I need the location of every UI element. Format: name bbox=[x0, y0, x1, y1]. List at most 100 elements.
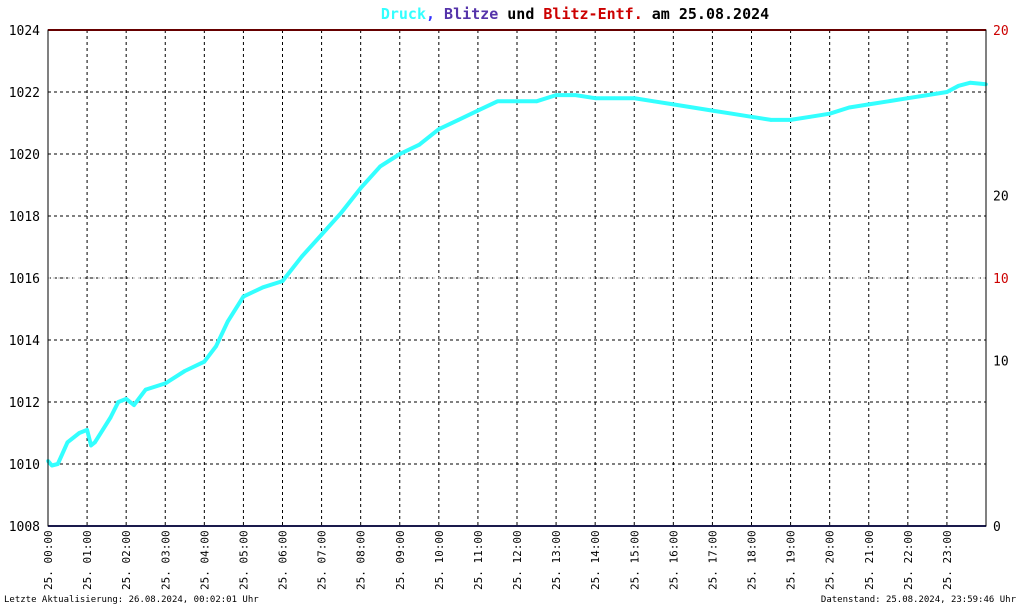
druck-point bbox=[378, 164, 383, 169]
footer-left: Letzte Aktualisierung: 26.08.2024, 00:02… bbox=[4, 595, 259, 605]
x-tick-label: 25. 05:00 bbox=[237, 530, 250, 590]
druck-point bbox=[143, 387, 148, 392]
x-tick-label: 25. 10:00 bbox=[433, 530, 446, 590]
x-tick-label: 25. 14:00 bbox=[589, 530, 602, 590]
druck-point bbox=[225, 319, 230, 324]
x-tick-label: 25. 06:00 bbox=[277, 530, 290, 590]
druck-point bbox=[612, 96, 617, 100]
y-tick-label: 1024 bbox=[9, 24, 40, 39]
x-tick-label: 25. 02:00 bbox=[120, 530, 133, 590]
druck-point bbox=[495, 99, 500, 104]
title-part-1: , bbox=[426, 5, 435, 23]
druck-point bbox=[108, 415, 113, 420]
x-tick-label: 25. 19:00 bbox=[785, 530, 798, 590]
druck-point bbox=[573, 93, 578, 97]
y-tick-label: 1022 bbox=[9, 86, 40, 101]
druck-point bbox=[593, 96, 597, 100]
x-tick-label: 25. 03:00 bbox=[159, 530, 172, 590]
footer-right: Datenstand: 25.08.2024, 23:59:46 Uhr bbox=[821, 595, 1017, 605]
y-tick-label: 1020 bbox=[9, 148, 40, 163]
x-tick-label: 25. 07:00 bbox=[316, 530, 329, 590]
druck-point bbox=[886, 99, 891, 104]
druck-point bbox=[710, 108, 715, 113]
druck-point bbox=[632, 96, 637, 100]
druck-point bbox=[319, 232, 324, 237]
druck-point bbox=[116, 400, 121, 404]
plot-frame bbox=[47, 29, 987, 527]
druck-point bbox=[945, 90, 949, 94]
title-part-4: Blitz-Entf. bbox=[543, 5, 642, 23]
y-tick-label: 1010 bbox=[9, 458, 40, 473]
x-tick-label: 25. 11:00 bbox=[472, 530, 485, 590]
x-tick-label: 25. 15:00 bbox=[628, 530, 641, 590]
druck-point bbox=[788, 118, 793, 122]
y-tick-label: 1012 bbox=[9, 396, 40, 411]
druck-point bbox=[906, 96, 910, 100]
druck-point bbox=[124, 397, 128, 401]
y-axis-left: 1008 1010 1012 1014 1016 1018 1020 1022 1024 bbox=[9, 24, 40, 535]
y-right-tick-label: 20 bbox=[993, 189, 1009, 204]
druck-point bbox=[241, 294, 246, 299]
druck-point bbox=[925, 93, 930, 97]
druck-point bbox=[417, 142, 422, 147]
druck-point bbox=[214, 344, 218, 349]
y-tick-label: 1018 bbox=[9, 210, 40, 225]
druck-point bbox=[515, 99, 519, 104]
x-tick-label: 25. 17:00 bbox=[706, 530, 719, 590]
druck-point bbox=[730, 111, 734, 116]
x-tick-label: 25. 12:00 bbox=[511, 530, 524, 590]
druck-point bbox=[956, 84, 961, 88]
druck-point bbox=[437, 127, 441, 131]
title-part-5: am 25.08.2024 bbox=[643, 5, 769, 23]
y-axis-right: 0 10 20 10 20 bbox=[993, 24, 1009, 535]
druck-point bbox=[456, 118, 461, 122]
druck-point bbox=[85, 428, 89, 432]
druck-point bbox=[89, 443, 93, 448]
title-part-2: Blitze bbox=[435, 5, 498, 23]
y-tick-label: 1014 bbox=[9, 334, 40, 349]
druck-point bbox=[100, 428, 105, 432]
druck-point bbox=[77, 431, 82, 435]
y-right-tick-label: 10 bbox=[993, 355, 1009, 370]
druck-point bbox=[968, 80, 973, 85]
druck-point bbox=[808, 115, 812, 119]
druck-point bbox=[300, 254, 304, 259]
x-tick-label: 25. 23:00 bbox=[941, 530, 954, 590]
druck-point bbox=[358, 186, 363, 190]
x-tick-label: 25. 22:00 bbox=[902, 530, 915, 590]
y-tick-label: 1016 bbox=[9, 272, 40, 287]
druck-point bbox=[554, 93, 558, 97]
druck-point bbox=[163, 381, 168, 386]
druck-point bbox=[847, 105, 852, 110]
druck-point bbox=[202, 359, 207, 364]
druck-point bbox=[749, 115, 754, 119]
x-tick-label: 25. 08:00 bbox=[355, 530, 368, 590]
druck-point bbox=[397, 152, 402, 156]
druck-point bbox=[769, 118, 773, 122]
y-right-entf-tick-label: 20 bbox=[993, 24, 1009, 39]
druck-point bbox=[65, 440, 70, 445]
druck-point bbox=[280, 279, 285, 283]
y-right-entf-tick-label: 10 bbox=[993, 272, 1009, 287]
druck-point bbox=[55, 462, 60, 466]
x-tick-label: 25. 13:00 bbox=[550, 530, 563, 590]
title-part-3: und bbox=[498, 5, 543, 23]
druck-point bbox=[534, 99, 539, 104]
druck-point bbox=[671, 102, 676, 107]
druck-point bbox=[866, 102, 871, 107]
druck-point bbox=[476, 108, 480, 113]
grid bbox=[48, 29, 986, 526]
druck-point bbox=[261, 285, 265, 290]
chart-title: Druck, Blitze und Blitz-Entf. am 25.08.2… bbox=[381, 5, 769, 23]
y-right-tick-label: 0 bbox=[993, 520, 1001, 535]
druck-point bbox=[651, 99, 656, 104]
x-tick-label: 25. 21:00 bbox=[863, 530, 876, 590]
x-tick-label: 25. 01:00 bbox=[81, 530, 94, 590]
x-tick-label: 25. 18:00 bbox=[746, 530, 759, 590]
druck-point bbox=[132, 403, 136, 407]
x-axis: 25. 00:00 25. 01:00 25. 02:00 25. 03:00 25. … bbox=[42, 530, 954, 590]
druck-point bbox=[827, 111, 832, 116]
y-tick-label: 1008 bbox=[9, 520, 40, 535]
x-tick-label: 25. 20:00 bbox=[824, 530, 837, 590]
